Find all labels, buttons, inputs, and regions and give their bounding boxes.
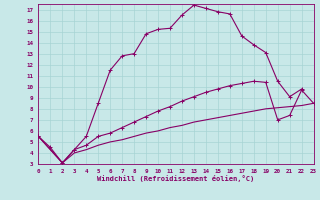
X-axis label: Windchill (Refroidissement éolien,°C): Windchill (Refroidissement éolien,°C)	[97, 175, 255, 182]
